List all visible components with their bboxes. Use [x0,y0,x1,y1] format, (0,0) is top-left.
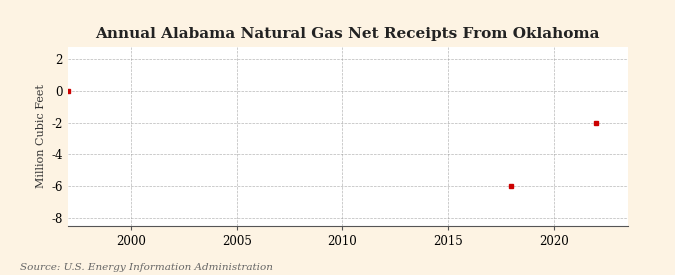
Y-axis label: Million Cubic Feet: Million Cubic Feet [36,84,46,188]
Text: Source: U.S. Energy Information Administration: Source: U.S. Energy Information Administ… [20,263,273,272]
Title: Annual Alabama Natural Gas Net Receipts From Oklahoma: Annual Alabama Natural Gas Net Receipts … [95,28,600,42]
